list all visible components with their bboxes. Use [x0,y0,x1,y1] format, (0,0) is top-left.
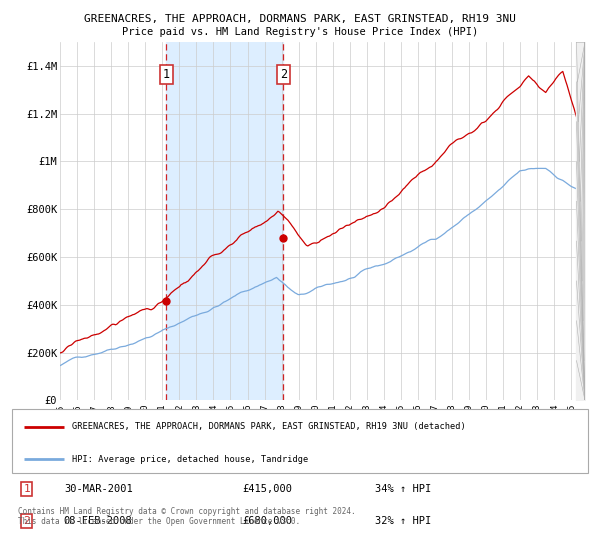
Text: Contains HM Land Registry data © Crown copyright and database right 2024.
This d: Contains HM Land Registry data © Crown c… [18,507,356,526]
Text: GREENACRES, THE APPROACH, DORMANS PARK, EAST GRINSTEAD, RH19 3NU (detached): GREENACRES, THE APPROACH, DORMANS PARK, … [73,422,466,431]
Text: GREENACRES, THE APPROACH, DORMANS PARK, EAST GRINSTEAD, RH19 3NU: GREENACRES, THE APPROACH, DORMANS PARK, … [84,14,516,24]
Text: 1: 1 [163,68,170,81]
Text: £415,000: £415,000 [242,484,292,494]
Text: £680,000: £680,000 [242,516,292,526]
Text: 32% ↑ HPI: 32% ↑ HPI [375,516,431,526]
Text: 08-FEB-2008: 08-FEB-2008 [64,516,133,526]
Text: 1: 1 [23,484,30,494]
Text: 34% ↑ HPI: 34% ↑ HPI [375,484,431,494]
Text: Price paid vs. HM Land Registry's House Price Index (HPI): Price paid vs. HM Land Registry's House … [122,27,478,37]
FancyBboxPatch shape [12,409,588,473]
Bar [166,42,283,400]
Text: 2: 2 [23,516,30,526]
Text: 2: 2 [280,68,287,81]
Text: 30-MAR-2001: 30-MAR-2001 [64,484,133,494]
Text: HPI: Average price, detached house, Tandridge: HPI: Average price, detached house, Tand… [73,455,309,464]
